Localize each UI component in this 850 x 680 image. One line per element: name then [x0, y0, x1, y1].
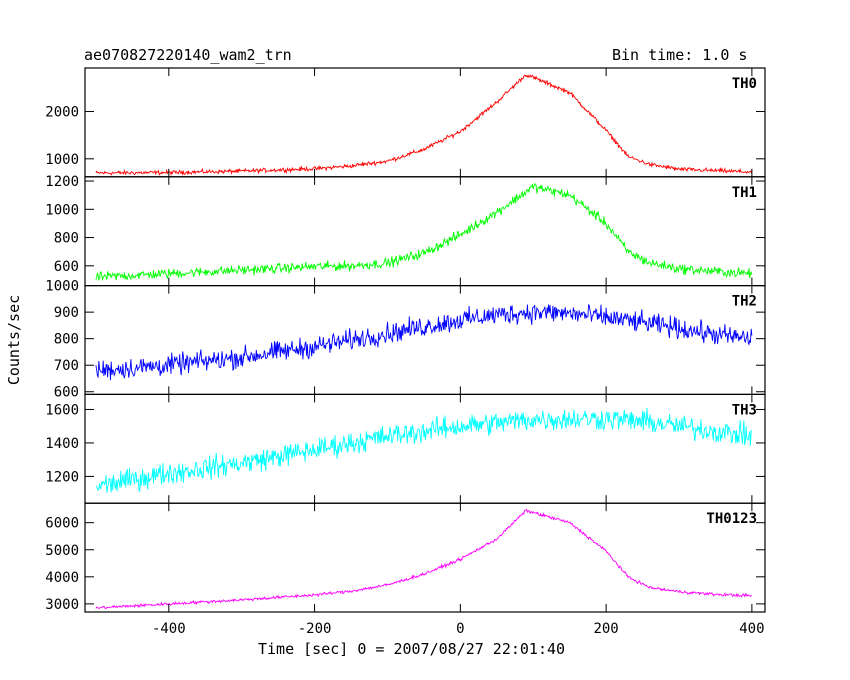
panel-frame-th2 — [84, 285, 766, 396]
series-line-th0 — [95, 74, 753, 177]
y-axis-label: Counts/sec — [5, 295, 23, 385]
panel-frame-th0 — [84, 67, 766, 178]
series-line-th3 — [95, 407, 752, 494]
y-tick-label-th1: 600 — [54, 259, 79, 275]
panel-label-th1: TH1 — [732, 185, 757, 201]
y-tick-label-th3: 1600 — [45, 402, 79, 418]
y-tick-label-th0123: 4000 — [45, 570, 79, 586]
y-tick-label-th3: 1200 — [45, 469, 79, 485]
series-line-th1 — [95, 183, 753, 282]
y-tick-label-th2: 900 — [54, 305, 79, 321]
y-tick-label-th1: 800 — [54, 231, 79, 247]
x-tick-label: 400 — [739, 621, 764, 637]
bin-time-label: Bin time: 1.0 s — [612, 46, 748, 64]
x-tick-label: -400 — [152, 621, 186, 637]
series-line-th2 — [95, 304, 753, 381]
y-tick-label-th2: 1000 — [45, 279, 79, 295]
y-tick-label-th0123: 5000 — [45, 543, 79, 559]
panel-frame-th0123 — [84, 502, 766, 613]
x-tick-label: 0 — [456, 621, 464, 637]
y-tick-label-th3: 1400 — [45, 436, 79, 452]
y-tick-label-th0123: 6000 — [45, 516, 79, 532]
x-tick-label: 200 — [593, 621, 618, 637]
panel-label-th0123: TH0123 — [706, 511, 757, 527]
y-tick-label-th0: 1000 — [45, 152, 79, 168]
y-tick-label-th1: 1000 — [45, 202, 79, 218]
y-tick-label-th2: 800 — [54, 332, 79, 348]
panel-label-th2: TH2 — [732, 294, 757, 310]
y-tick-label-th0: 2000 — [45, 105, 79, 121]
x-tick-label: -200 — [298, 621, 332, 637]
y-tick-label-th2: 600 — [54, 385, 79, 401]
panel-label-th3: TH3 — [732, 402, 757, 418]
chart-title: ae070827220140_wam2_trn — [84, 46, 292, 64]
panel-frame-th3 — [84, 393, 766, 504]
y-tick-label-th2: 700 — [54, 358, 79, 374]
panel-label-th0: TH0 — [732, 76, 757, 92]
x-axis-label: Time [sec] 0 = 2007/08/27 22:01:40 — [258, 640, 566, 658]
y-tick-label-th0123: 3000 — [45, 597, 79, 613]
series-line-th0123 — [95, 508, 753, 610]
panel-frame-th1 — [84, 176, 766, 287]
y-tick-label-th1: 1200 — [45, 174, 79, 190]
